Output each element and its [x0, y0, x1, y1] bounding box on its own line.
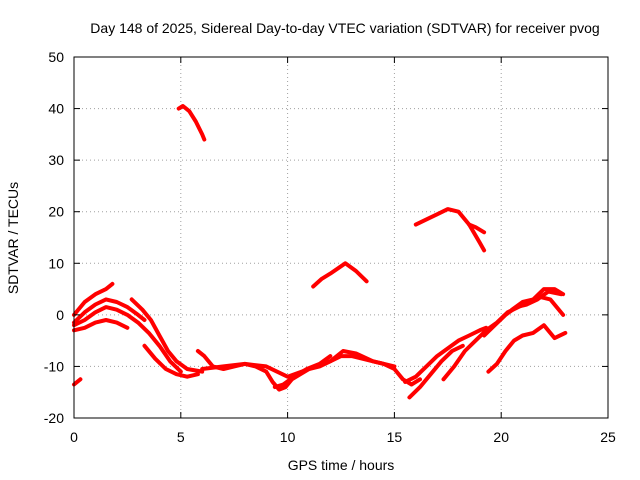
series-arc-3	[72, 297, 147, 325]
tick-labels: 0 5 10 15 20 25 -20 -10 0 10 20 30 40 50	[44, 49, 616, 445]
y-tick-label: 50	[48, 49, 64, 65]
x-tick-label: 15	[387, 429, 403, 445]
series-layer	[72, 104, 568, 400]
series-arc-2	[72, 281, 115, 317]
series-arc-12	[311, 261, 369, 289]
series-arc-7	[142, 343, 200, 379]
x-tick-label: 5	[177, 429, 185, 445]
y-tick-label: -20	[44, 410, 64, 426]
x-tick-label: 0	[70, 429, 78, 445]
plot-frame	[73, 56, 609, 419]
series-arc-8	[176, 104, 207, 142]
y-axis-label: SDTVAR / TECUs	[5, 182, 21, 294]
series-arc-14	[467, 222, 487, 235]
series-arc-15	[403, 325, 489, 384]
y-tick-label: 30	[48, 152, 64, 168]
y-tick-label: 10	[48, 255, 64, 271]
series-arc-20	[509, 287, 566, 312]
grid	[74, 57, 608, 418]
series-arc-1	[72, 377, 83, 387]
x-tick-label: 10	[280, 429, 296, 445]
series-arc-5	[72, 318, 130, 333]
series-arc-13	[413, 207, 487, 253]
series-arc-18	[482, 289, 563, 338]
y-tick-label: 20	[48, 204, 64, 220]
y-tick-label: -10	[44, 358, 64, 374]
x-axis-label: GPS time / hours	[288, 457, 395, 473]
x-tick-label: 25	[600, 429, 616, 445]
series-arc-6	[129, 297, 205, 374]
series-arc-19	[486, 323, 568, 374]
x-tick-label: 20	[493, 429, 509, 445]
series-arc-4	[72, 305, 183, 374]
series-arc-11	[272, 354, 333, 390]
series-arc-16	[407, 343, 465, 400]
chart-title: Day 148 of 2025, Sidereal Day-to-day VTE…	[90, 20, 599, 36]
y-tick-label: 0	[56, 307, 64, 323]
y-tick-label: 40	[48, 101, 64, 117]
